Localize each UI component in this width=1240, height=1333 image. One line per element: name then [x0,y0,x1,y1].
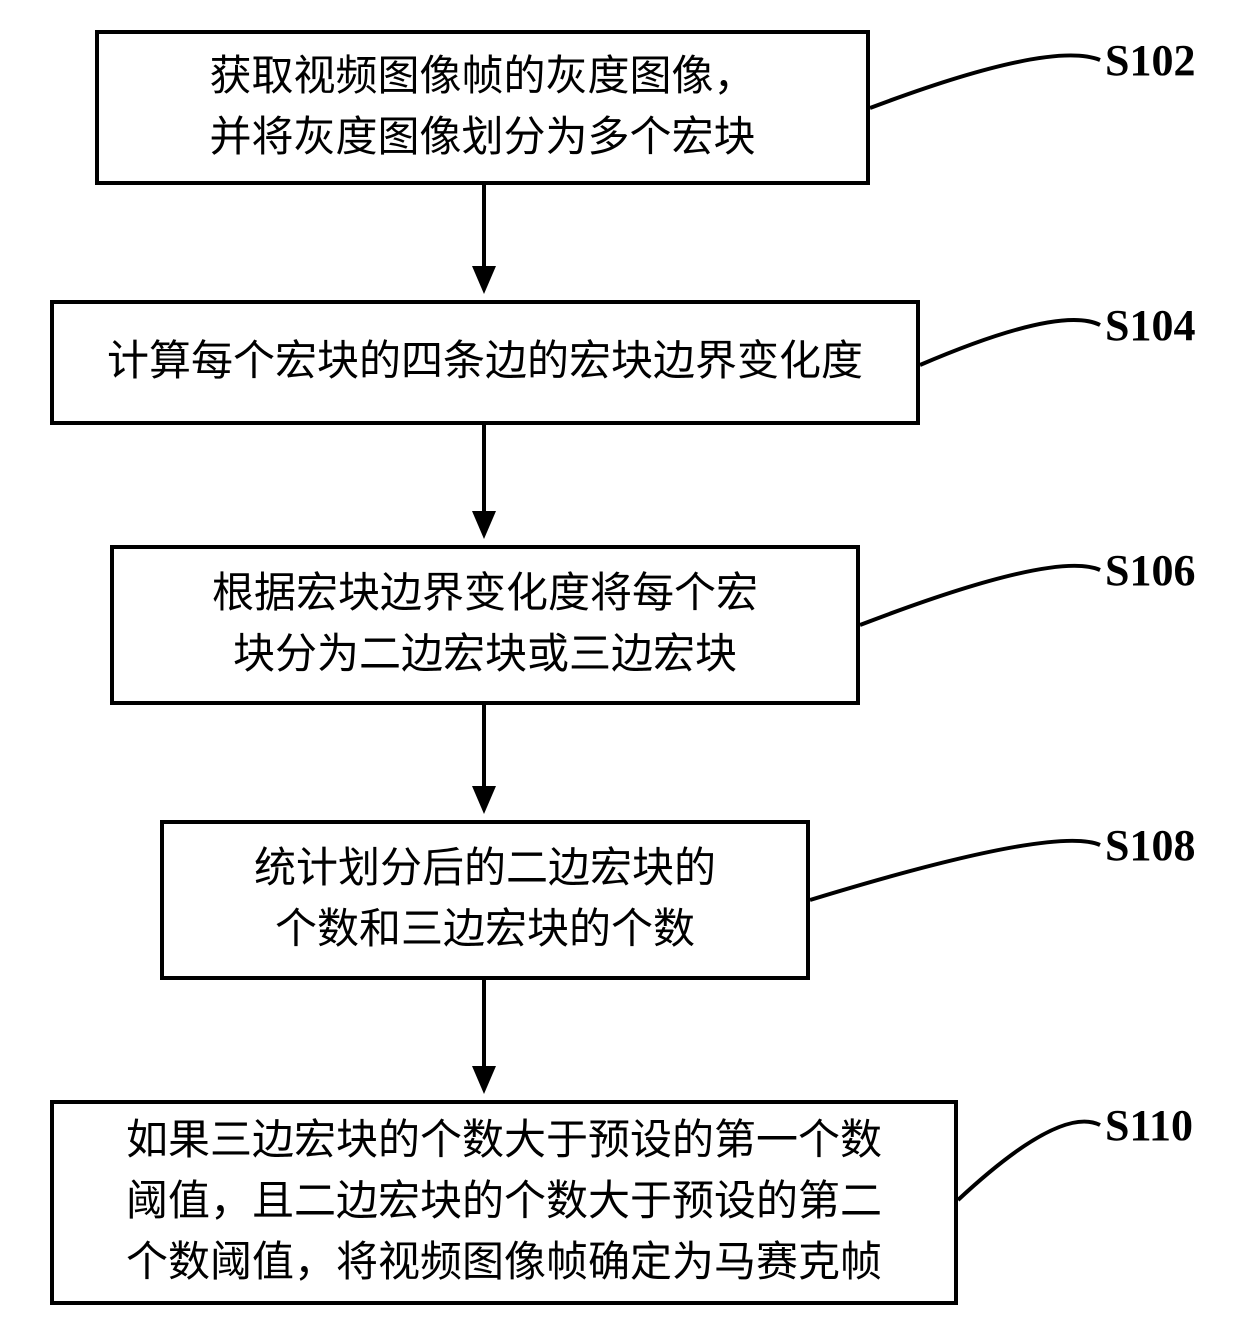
step-label-S106: S106 [1105,545,1195,596]
flow-step-text: 如果三边宏块的个数大于预设的第一个数 阈值，且二边宏块的个数大于预设的第二 个数… [126,1111,882,1294]
step-label-S104: S104 [1105,300,1195,351]
flow-step-S104: 计算每个宏块的四条边的宏块边界变化度 [50,300,920,425]
callout-S102 [870,55,1100,108]
flow-step-text: 统计划分后的二边宏块的 个数和三边宏块的个数 [254,839,716,961]
flow-step-S110: 如果三边宏块的个数大于预设的第一个数 阈值，且二边宏块的个数大于预设的第二 个数… [50,1100,958,1305]
flow-step-S102: 获取视频图像帧的灰度图像， 并将灰度图像划分为多个宏块 [95,30,870,185]
flow-step-text: 根据宏块边界变化度将每个宏 块分为二边宏块或三边宏块 [212,564,758,686]
step-label-S102: S102 [1105,35,1195,86]
step-label-S108: S108 [1105,820,1195,871]
callout-S104 [920,320,1100,365]
callout-S106 [860,566,1100,625]
flowchart-container: 获取视频图像帧的灰度图像， 并将灰度图像划分为多个宏块 S102 计算每个宏块的四条… [0,0,1240,1333]
flow-step-text: 计算每个宏块的四条边的宏块边界变化度 [107,332,863,393]
flow-step-text: 获取视频图像帧的灰度图像， 并将灰度图像划分为多个宏块 [209,47,755,169]
step-label-S110: S110 [1105,1100,1193,1151]
callout-S110 [958,1122,1100,1200]
flow-step-S106: 根据宏块边界变化度将每个宏 块分为二边宏块或三边宏块 [110,545,860,705]
flow-step-S108: 统计划分后的二边宏块的 个数和三边宏块的个数 [160,820,810,980]
callout-S108 [810,841,1100,900]
